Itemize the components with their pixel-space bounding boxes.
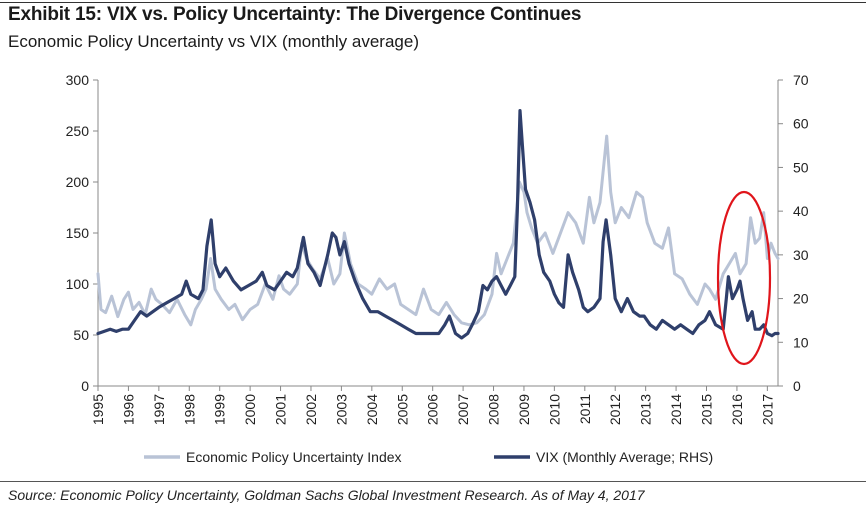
x-tick-label: 1997 [151,394,167,425]
x-tick-label: 2007 [455,394,471,425]
highlight-ellipse [716,190,772,366]
x-tick-label: 2013 [638,394,654,425]
y-left-tick-label: 300 [66,72,90,88]
chart-subtitle: Economic Policy Uncertainty vs VIX (mont… [8,32,419,51]
x-tick-label: 2000 [242,394,258,425]
chart-legend: Economic Policy Uncertainty Index VIX (Mo… [144,449,713,465]
x-tick-label: 2001 [273,394,289,425]
epu-series-line [96,134,780,327]
x-tick-label: 2006 [425,394,441,425]
x-tick-label: 2015 [699,394,715,425]
y-left-tick-label: 200 [66,174,90,190]
y-right-tick-label: 50 [793,159,809,175]
footer-rule [0,481,866,482]
y-left-tick-label: 150 [66,225,90,241]
top-rule [0,2,866,3]
x-tick-label: 1999 [212,394,228,425]
x-tick-label: 1995 [90,394,106,425]
y-left-tick-label: 0 [81,378,89,394]
chart-annotations [716,190,772,366]
legend-label-vix: VIX (Monthly Average; RHS) [536,449,713,465]
x-tick-label: 2003 [333,394,349,425]
chart-axes: 0 50 100 150 200 250 300 0 10 20 30 40 50 60 70 1995 199… [66,72,809,425]
y-right-tick-label: 30 [793,247,809,263]
page-title: Exhibit 15: VIX vs. Policy Uncertainty: … [8,4,582,25]
source-note: Source: Economic Policy Uncertainty, Gol… [8,487,645,503]
x-tick-label: 2012 [607,394,623,425]
y-right-tick-label: 70 [793,72,809,88]
x-tick-label: 1998 [181,394,197,425]
x-tick-label: 2010 [546,394,562,425]
vix-series-line [96,109,780,340]
y-right-tick-label: 20 [793,291,809,307]
x-tick-label: 2002 [303,394,319,425]
x-tick-label: 2017 [759,394,775,425]
x-tick-label: 2011 [577,394,593,424]
legend-label-epu: Economic Policy Uncertainty Index [186,449,402,465]
y-left-tick-label: 100 [66,276,90,292]
chart-canvas: 0 50 100 150 200 250 300 0 10 20 30 40 50 60 70 1995 199… [66,72,809,465]
y-left-tick-label: 250 [66,123,90,139]
y-right-tick-label: 10 [793,334,809,350]
x-tick-label: 2004 [364,394,380,425]
y-right-tick-label: 0 [793,378,801,394]
x-tick-label: 2005 [394,394,410,425]
y-right-tick-label: 60 [793,116,809,132]
chart-series [96,109,780,340]
x-tick-label: 2016 [729,394,745,425]
y-left-tick-label: 50 [73,327,89,343]
x-tick-label: 2008 [486,394,502,425]
y-right-tick-label: 40 [793,203,809,219]
x-tick-label: 2014 [668,394,684,425]
x-tick-label: 1996 [120,394,136,425]
x-tick-label: 2009 [516,394,532,425]
